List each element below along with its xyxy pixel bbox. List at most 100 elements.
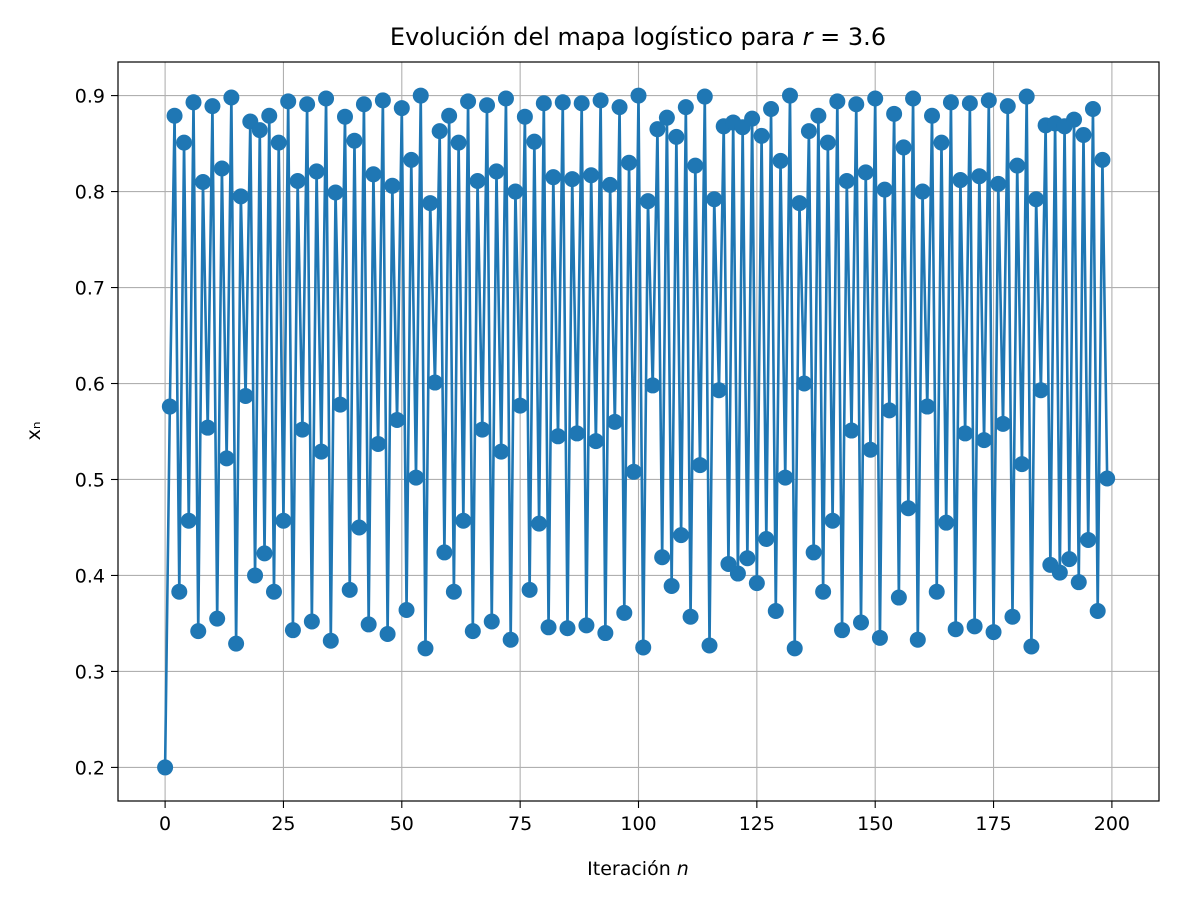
data-point [673,527,690,544]
y-tick-label: 0.8 [75,182,105,204]
data-point [531,515,548,532]
data-point [961,95,978,112]
data-point [280,93,297,110]
data-point [649,121,666,138]
y-tick-label: 0.4 [75,565,105,587]
data-point [308,163,325,180]
data-point [578,617,595,634]
data-point [313,443,330,460]
data-point [971,168,988,185]
data-point [635,639,652,656]
data-point [1023,638,1040,655]
data-point [512,397,529,414]
data-point [1070,574,1087,591]
data-point [980,92,997,109]
data-point [976,432,993,449]
data-point [559,620,576,637]
data-point [658,109,675,126]
data-point [848,96,865,113]
data-point [393,100,410,117]
data-point [294,421,311,438]
x-tick-label: 150 [857,813,893,835]
data-point [602,176,619,193]
data-point [247,567,264,584]
data-point [800,123,817,140]
data-point [1066,111,1083,128]
data-point [729,565,746,582]
data-point [900,500,917,517]
data-point [744,110,761,127]
data-point [204,98,221,115]
data-point [701,637,718,654]
data-point [933,134,950,151]
data-point [275,512,292,529]
data-point [455,512,472,529]
series-line [163,94,1109,768]
data-point [838,173,855,190]
x-tick-label: 25 [271,813,295,835]
x-tick-label: 175 [975,813,1011,835]
data-point [639,193,656,210]
data-point [332,396,349,413]
data-point [408,469,424,486]
y-tick-label: 0.9 [75,86,105,108]
data-point [568,425,585,442]
data-point [663,578,680,595]
data-point [687,157,704,174]
data-point [616,604,633,621]
data-point [360,616,377,633]
data-point [417,640,434,657]
data-point [431,123,448,140]
data-point [758,530,775,547]
data-point [365,166,382,183]
data-point [895,139,912,156]
data-point [819,134,836,151]
data-point [370,435,387,452]
x-tick-label: 75 [508,813,532,835]
data-point [318,90,335,107]
data-point [867,90,884,107]
data-point [886,105,903,122]
data-point [398,602,415,619]
data-point [853,614,869,631]
data-point [194,173,211,190]
data-point [573,95,590,112]
data-point [289,173,306,190]
data-point [256,545,273,562]
data-point [341,581,358,598]
data-point [781,87,798,104]
data-point [464,623,481,640]
data-point [677,99,694,116]
data-point [682,608,699,625]
data-point [540,619,557,636]
data-point [213,160,230,177]
data-point [621,154,638,171]
data-point [303,613,320,630]
data-point [374,92,391,109]
data-point [403,151,420,168]
data-point [209,610,226,627]
data-point [379,626,396,643]
data-point [990,175,1007,192]
data-point [805,544,822,561]
data-point [952,172,969,189]
data-point [815,583,832,600]
data-point [905,90,922,107]
data-point [654,549,671,566]
data-point [535,95,552,112]
data-point [389,411,406,428]
data-point [857,164,874,181]
data-point [753,127,770,144]
data-point [876,181,893,198]
x-axis: 0 25 50 75 100 125 150 175 200 [159,801,1130,835]
x-tick-label: 100 [620,813,656,835]
data-point [938,514,955,531]
data-point [942,94,959,111]
data-point [862,441,879,458]
data-points [157,87,1116,776]
x-tick-label: 50 [390,813,414,835]
data-point [763,101,780,118]
data-point [422,195,439,212]
data-point [564,171,581,188]
data-point [521,581,538,598]
